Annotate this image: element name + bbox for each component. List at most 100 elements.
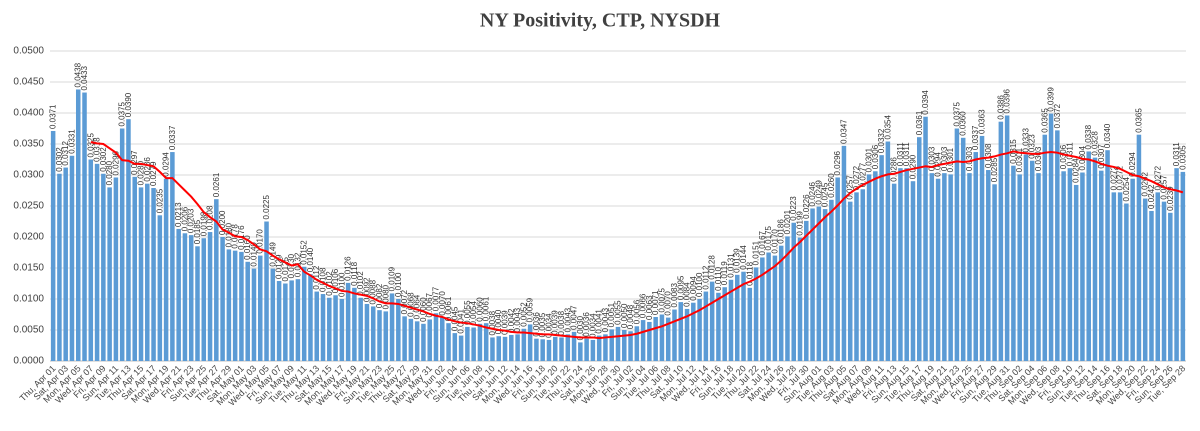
value-label: 0.0034 (544, 313, 553, 338)
value-label: 0.0201 (783, 209, 792, 234)
bar (628, 331, 633, 361)
value-label: 0.0056 (632, 299, 641, 324)
bar (691, 302, 696, 361)
value-label: 0.0296 (833, 150, 842, 175)
value-label: 0.0060 (419, 297, 428, 322)
value-label: 0.0226 (802, 194, 811, 219)
value-label: 0.0246 (808, 181, 817, 206)
bar (1036, 173, 1041, 361)
bar (490, 337, 495, 361)
value-label: 0.0185 (193, 219, 202, 244)
bar (728, 279, 734, 361)
bar (414, 321, 420, 361)
bar (226, 249, 232, 361)
bar (427, 319, 432, 361)
value-label: 0.0149 (268, 242, 277, 267)
bar (659, 314, 665, 361)
value-label: 0.0070 (664, 291, 673, 316)
bar (163, 178, 169, 361)
value-label: 0.0075 (657, 287, 666, 312)
bar (289, 280, 294, 361)
bar (433, 313, 439, 361)
value-label: 0.0118 (745, 261, 754, 285)
bar (352, 287, 357, 361)
bar (232, 250, 238, 361)
value-label: 0.0100 (394, 272, 403, 297)
value-label: 0.0286 (143, 157, 152, 182)
bar (898, 168, 903, 361)
bar (565, 334, 571, 361)
value-label: 0.0301 (865, 147, 874, 172)
bar (822, 209, 828, 361)
bar (584, 338, 589, 361)
value-label: 0.0102 (356, 271, 365, 296)
bar (345, 282, 351, 361)
bar (1080, 172, 1085, 361)
y-tick-label: 0.0150 (13, 263, 44, 274)
bar (1099, 170, 1104, 361)
bar (829, 199, 834, 361)
bar (145, 183, 150, 361)
bar (879, 155, 884, 361)
value-label: 0.0307 (1097, 144, 1106, 169)
bar (264, 221, 269, 361)
bar (157, 215, 163, 361)
bar (377, 310, 382, 361)
bar (709, 281, 715, 361)
value-label: 0.0112 (312, 265, 321, 289)
value-label: 0.0125 (281, 256, 290, 281)
value-label: 0.0110 (714, 266, 723, 290)
bar (910, 181, 916, 361)
bar (245, 261, 250, 361)
bar (1136, 134, 1142, 361)
value-label: 0.0152 (300, 240, 309, 265)
bar (609, 329, 614, 361)
value-label: 0.0131 (726, 253, 735, 278)
value-label: 0.0285 (990, 157, 999, 182)
bar (1029, 160, 1035, 361)
value-label: 0.0294 (162, 152, 171, 177)
bar (634, 326, 640, 361)
bar (891, 183, 897, 361)
value-label: 0.0272 (1109, 165, 1118, 190)
bar (1086, 151, 1091, 361)
bar (57, 173, 62, 361)
bar (207, 232, 213, 361)
value-label: 0.0036 (582, 312, 591, 337)
bar (308, 274, 313, 361)
bar (276, 281, 282, 361)
bar (766, 252, 771, 361)
bar (534, 338, 539, 361)
bar (703, 291, 709, 361)
y-tick-label: 0.0250 (13, 201, 44, 212)
value-label: 0.0365 (1134, 108, 1143, 133)
value-label: 0.0261 (212, 172, 221, 197)
value-label: 0.0199 (796, 211, 805, 236)
value-label: 0.0306 (1059, 144, 1068, 169)
value-label: 0.0077 (431, 286, 440, 311)
value-label: 0.0080 (381, 284, 390, 309)
value-label: 0.0301 (1015, 147, 1024, 172)
bar (622, 330, 627, 361)
bar (396, 299, 401, 361)
chart-title: NY Positivity, CTP, NYSDH (480, 10, 721, 32)
bar (314, 291, 319, 361)
bar (1061, 171, 1066, 361)
bar (138, 187, 144, 361)
bar (904, 168, 909, 361)
value-label: 0.0050 (620, 303, 629, 328)
value-label: 0.0306 (871, 144, 880, 169)
value-label: 0.0066 (639, 293, 648, 318)
bar (697, 299, 702, 361)
bar (1011, 165, 1016, 361)
bar (1023, 154, 1029, 361)
bar (866, 174, 872, 361)
value-label: 0.0059 (526, 297, 535, 322)
bar (201, 238, 207, 361)
value-label: 0.0375 (118, 101, 127, 126)
bar (540, 339, 545, 361)
bar (973, 152, 979, 361)
bar (640, 320, 646, 361)
value-label: 0.0297 (130, 150, 139, 175)
value-label: 0.0286 (890, 157, 899, 182)
